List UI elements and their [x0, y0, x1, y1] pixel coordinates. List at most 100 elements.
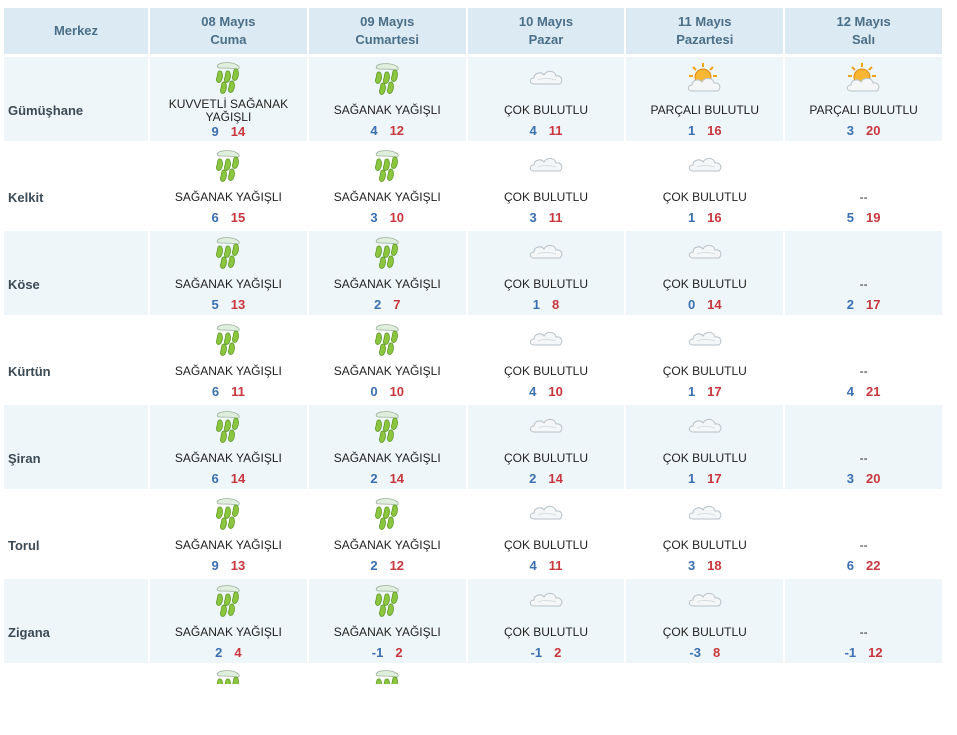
condition-text: SAĞANAK YAĞIŞLI: [333, 103, 441, 118]
condition-text: --: [859, 364, 868, 379]
rain-icon: [150, 144, 307, 185]
max-temp: 10: [389, 384, 405, 400]
min-temp: 1: [532, 297, 540, 313]
max-temp: 17: [707, 471, 722, 487]
max-temp: 7: [393, 297, 401, 313]
table-row: Şiran SAĞANAK YAĞIŞLI 6 14 SAĞANAK YAĞIŞLI 2 1…: [4, 405, 944, 489]
min-temp: 1: [687, 210, 696, 226]
max-temp: 2: [395, 645, 403, 661]
min-temp: 3: [529, 210, 537, 226]
max-temp: 10: [389, 210, 405, 226]
empty-icon-slot: [785, 405, 942, 446]
forecast-cell: SAĞANAK YAĞIŞLI 2 7: [307, 231, 468, 315]
forecast-cell: PARÇALI BULUTLU 3 20: [784, 57, 944, 141]
forecast-cell: -- -1 12: [784, 579, 944, 663]
max-temp: 22: [865, 558, 881, 574]
max-temp: 20: [865, 123, 881, 139]
forecast-cell: SAĞANAK YAĞIŞLI 2 12: [307, 492, 468, 576]
condition-text: SAĞANAK YAĞIŞLI: [333, 451, 441, 466]
forecast-cell: -- 6 22: [784, 492, 944, 576]
cloudy-icon: [468, 579, 625, 620]
max-temp: 20: [865, 471, 881, 487]
min-temp: 2: [373, 297, 382, 313]
rain-icon: [309, 492, 466, 533]
rain-icon: [309, 57, 466, 98]
min-temp: -1: [371, 645, 384, 661]
forecast-cell: PARÇALI BULUTLU 1 16: [625, 57, 786, 141]
min-temp: 6: [211, 471, 219, 487]
forecast-cell: ÇOK BULUTLU 0 14: [625, 231, 786, 315]
max-temp: 14: [548, 471, 563, 487]
forecast-table-container: Merkez 08 Mayıs Cuma 09 Mayıs Cumartesi 10…: [4, 8, 944, 684]
forecast-cell: ÇOK BULUTLU 4 10: [466, 318, 627, 402]
min-temp: 2: [529, 471, 537, 487]
condition-text: --: [859, 277, 868, 292]
forecast-cell: -- 4 21: [784, 318, 944, 402]
city-name: Köse: [8, 277, 40, 292]
rain-icon: [309, 579, 466, 620]
condition-text: ÇOK BULUTLU: [662, 538, 747, 553]
max-temp: 17: [707, 384, 722, 400]
min-temp: 6: [846, 558, 854, 574]
max-temp: 21: [865, 384, 881, 400]
city-cell: Şiran: [4, 405, 150, 489]
min-temp: 4: [529, 558, 537, 574]
empty-icon-slot: [785, 318, 942, 359]
cloudy-icon: [468, 318, 625, 359]
max-temp: 17: [865, 297, 881, 313]
max-temp: 2: [554, 645, 562, 661]
condition-text: SAĞANAK YAĞIŞLI: [174, 277, 282, 292]
rain-icon: [308, 666, 467, 684]
rain-icon: [309, 231, 466, 272]
forecast-cell: SAĞANAK YAĞIŞLI 2 4: [149, 579, 309, 663]
table-row: Kürtün SAĞANAK YAĞIŞLI 6 11 SAĞANAK YAĞIŞLI 0…: [4, 318, 944, 402]
forecast-cell: SAĞANAK YAĞIŞLI 0 10: [307, 318, 468, 402]
condition-text: ÇOK BULUTLU: [503, 103, 588, 118]
min-temp: 5: [846, 210, 854, 226]
max-temp: 8: [712, 645, 721, 661]
max-temp: 16: [707, 210, 722, 226]
min-temp: 2: [846, 297, 854, 313]
city-name: Kelkit: [8, 190, 44, 205]
min-temp: 3: [687, 558, 696, 574]
condition-text: ÇOK BULUTLU: [503, 277, 588, 292]
day-header: 11 Mayıs Pazartesi: [625, 8, 786, 54]
condition-text: ÇOK BULUTLU: [503, 625, 588, 640]
condition-text: SAĞANAK YAĞIŞLI: [174, 451, 282, 466]
rain-icon: [150, 231, 307, 272]
forecast-cell: SAĞANAK YAĞIŞLI 6 14: [149, 405, 309, 489]
max-temp: 14: [389, 471, 405, 487]
max-temp: 12: [389, 558, 405, 574]
forecast-cell: ÇOK BULUTLU -3 8: [625, 579, 786, 663]
min-temp: 1: [687, 384, 696, 400]
condition-text: SAĞANAK YAĞIŞLI: [333, 190, 441, 205]
empty-icon-slot: [785, 492, 942, 533]
city-name: Torul: [8, 538, 40, 553]
max-temp: 11: [548, 210, 563, 226]
rain-icon: [309, 405, 466, 446]
cloudy-icon: [468, 231, 625, 272]
table-row-partial: [4, 666, 943, 684]
forecast-cell: ÇOK BULUTLU 1 16: [625, 144, 786, 228]
min-temp: -1: [844, 645, 857, 661]
condition-text: --: [859, 538, 868, 553]
condition-text: SAĞANAK YAĞIŞLI: [174, 538, 282, 553]
day-header: 09 Mayıs Cumartesi: [307, 8, 468, 54]
partly-cloudy-icon: [785, 57, 942, 98]
max-temp: 16: [707, 123, 722, 139]
cloudy-icon: [626, 318, 783, 359]
forecast-cell: ÇOK BULUTLU 1 8: [466, 231, 627, 315]
min-temp: 4: [846, 384, 854, 400]
max-temp: 11: [548, 123, 563, 139]
rain-icon: [309, 144, 466, 185]
condition-text: --: [859, 451, 868, 466]
forecast-cell: ÇOK BULUTLU -1 2: [466, 579, 627, 663]
forecast-cell: ÇOK BULUTLU 1 17: [625, 318, 786, 402]
forecast-cell: SAĞANAK YAĞIŞLI 3 10: [307, 144, 468, 228]
empty-icon-slot: [785, 144, 942, 185]
max-temp: 8: [551, 297, 560, 313]
rain-icon: [150, 492, 307, 533]
table-row: Köse SAĞANAK YAĞIŞLI 5 13 SAĞANAK YAĞIŞLI 2 7 Ç…: [4, 231, 944, 315]
cloudy-icon: [468, 57, 625, 98]
forecast-cell: SAĞANAK YAĞIŞLI 4 12: [307, 57, 468, 141]
